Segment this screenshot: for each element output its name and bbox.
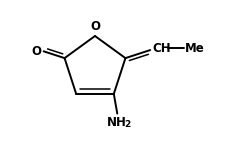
Text: 2: 2	[124, 120, 130, 129]
Text: O: O	[32, 45, 42, 58]
Text: CH: CH	[153, 42, 171, 55]
Text: NH: NH	[107, 116, 127, 129]
Text: Me: Me	[185, 42, 205, 55]
Text: O: O	[90, 20, 100, 33]
